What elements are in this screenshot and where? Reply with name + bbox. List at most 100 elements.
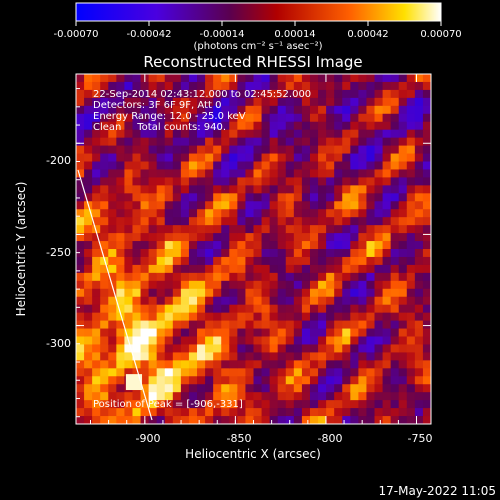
heatmap-cell bbox=[124, 177, 134, 186]
heatmap-cell bbox=[108, 296, 117, 306]
heatmap-cell bbox=[180, 161, 190, 171]
heatmap-cell bbox=[414, 161, 424, 171]
heatmap-cell bbox=[84, 328, 93, 338]
heatmap-cell bbox=[350, 145, 359, 155]
heatmap-cell bbox=[116, 225, 126, 234]
heatmap-cell bbox=[229, 217, 238, 226]
heatmap-cell bbox=[92, 129, 101, 139]
heatmap-cell bbox=[366, 392, 376, 401]
heatmap-cell bbox=[245, 113, 255, 123]
x-tick-label: -800 bbox=[318, 432, 343, 445]
heatmap-cell bbox=[358, 272, 368, 282]
heatmap-cell bbox=[261, 233, 271, 242]
heatmap-cell bbox=[76, 296, 85, 306]
heatmap-cell bbox=[221, 217, 230, 226]
heatmap-cell bbox=[108, 416, 117, 424]
heatmap-cell bbox=[253, 249, 263, 258]
heatmap-cell bbox=[390, 296, 400, 306]
heatmap-cell bbox=[301, 193, 311, 202]
heatmap-cell bbox=[301, 233, 311, 242]
heatmap-cell bbox=[374, 352, 384, 361]
heatmap-cell bbox=[229, 185, 238, 194]
heatmap-cell bbox=[229, 344, 238, 353]
heatmap-cell bbox=[108, 328, 117, 338]
heatmap-cell bbox=[261, 344, 271, 353]
heatmap-cell bbox=[156, 336, 166, 346]
footer-date: 17-May-2022 11:05 bbox=[379, 484, 496, 498]
heatmap-cell bbox=[205, 360, 214, 369]
heatmap-cell bbox=[213, 360, 222, 369]
heatmap-cell bbox=[213, 193, 222, 202]
heatmap-cell bbox=[229, 352, 238, 361]
heatmap-cell bbox=[406, 280, 416, 290]
heatmap-cell bbox=[76, 137, 85, 147]
heatmap-cell bbox=[309, 272, 319, 282]
heatmap-cell bbox=[398, 328, 408, 338]
heatmap-cell bbox=[124, 328, 134, 338]
heatmap-cell bbox=[221, 137, 230, 147]
heatmap-cell bbox=[334, 145, 343, 155]
heatmap-cell bbox=[84, 296, 93, 306]
heatmap-cell bbox=[342, 368, 351, 377]
heatmap-cell bbox=[245, 328, 255, 338]
heatmap-cell bbox=[148, 312, 158, 322]
heatmap-cell bbox=[406, 201, 416, 210]
heatmap-cell bbox=[350, 376, 359, 385]
heatmap-cell bbox=[108, 89, 117, 99]
heatmap-cell bbox=[100, 153, 109, 163]
heatmap-cell bbox=[285, 201, 295, 210]
heatmap-cell bbox=[100, 121, 109, 131]
heatmap-cell bbox=[342, 137, 351, 147]
heatmap-cell bbox=[116, 193, 126, 202]
heatmap-cell bbox=[172, 368, 182, 377]
heatmap-cell bbox=[148, 225, 158, 234]
heatmap-cell bbox=[358, 201, 368, 210]
heatmap-cell bbox=[285, 280, 295, 290]
heatmap-cell bbox=[108, 74, 117, 83]
heatmap-cell bbox=[197, 368, 206, 377]
heatmap-cell bbox=[213, 81, 222, 91]
heatmap-cell bbox=[188, 352, 198, 361]
heatmap-cell bbox=[261, 312, 271, 322]
heatmap-cell bbox=[116, 113, 126, 123]
heatmap-cell bbox=[334, 368, 343, 377]
heatmap-cell bbox=[334, 89, 343, 99]
heatmap-cell bbox=[358, 137, 368, 147]
heatmap-cell bbox=[164, 288, 174, 298]
heatmap-cell bbox=[92, 400, 101, 409]
heatmap-cell bbox=[326, 360, 335, 369]
heatmap-cell bbox=[221, 201, 230, 210]
heatmap-cell bbox=[293, 225, 303, 234]
heatmap-cell bbox=[350, 225, 359, 234]
heatmap-cell bbox=[414, 217, 424, 226]
heatmap-cell bbox=[285, 392, 295, 401]
heatmap-cell bbox=[180, 264, 190, 274]
heatmap-cell bbox=[132, 280, 142, 290]
heatmap-cell bbox=[309, 416, 319, 424]
heatmap-cell bbox=[261, 360, 271, 369]
heatmap-cell bbox=[253, 81, 263, 91]
heatmap-cell bbox=[318, 81, 327, 91]
heatmap-cell bbox=[197, 320, 206, 330]
heatmap-cell bbox=[245, 129, 255, 139]
heatmap-cell bbox=[116, 74, 126, 83]
heatmap-cell bbox=[156, 241, 166, 250]
heatmap-cell bbox=[140, 352, 150, 361]
heatmap-cell bbox=[261, 384, 271, 393]
heatmap-cell bbox=[84, 185, 93, 194]
heatmap-cell bbox=[382, 105, 392, 115]
heatmap-cell bbox=[422, 249, 431, 258]
heatmap-cell bbox=[197, 97, 206, 107]
heatmap-cell bbox=[318, 288, 327, 298]
heatmap-cell bbox=[285, 352, 295, 361]
heatmap-cell bbox=[108, 256, 117, 266]
heatmap-cell bbox=[326, 272, 335, 282]
heatmap-cell bbox=[132, 169, 142, 178]
heatmap-cell bbox=[422, 89, 431, 99]
heatmap-cell bbox=[132, 392, 142, 401]
heatmap-cell bbox=[269, 296, 279, 306]
heatmap-cell bbox=[132, 129, 142, 139]
heatmap-cell bbox=[100, 312, 109, 322]
heatmap-cell bbox=[140, 304, 150, 314]
heatmap-cell bbox=[124, 312, 134, 322]
